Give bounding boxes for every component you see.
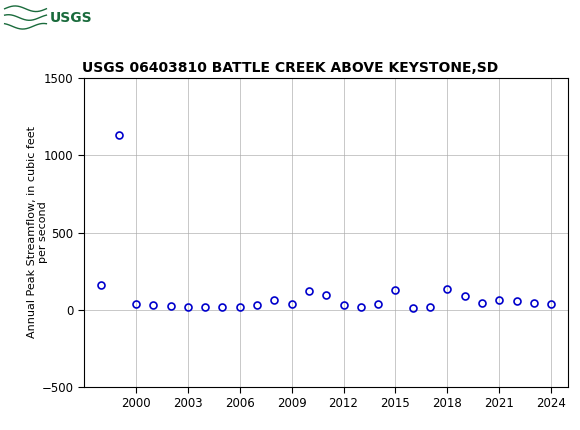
Bar [3,2,78,33]
Text: USGS 06403810 BATTLE CREEK ABOVE KEYSTONE,SD: USGS 06403810 BATTLE CREEK ABOVE KEYSTON… [82,61,498,75]
Text: USGS: USGS [49,10,92,25]
Y-axis label: Annual Peak Streamflow, in cubic feet
per second: Annual Peak Streamflow, in cubic feet pe… [27,126,48,338]
